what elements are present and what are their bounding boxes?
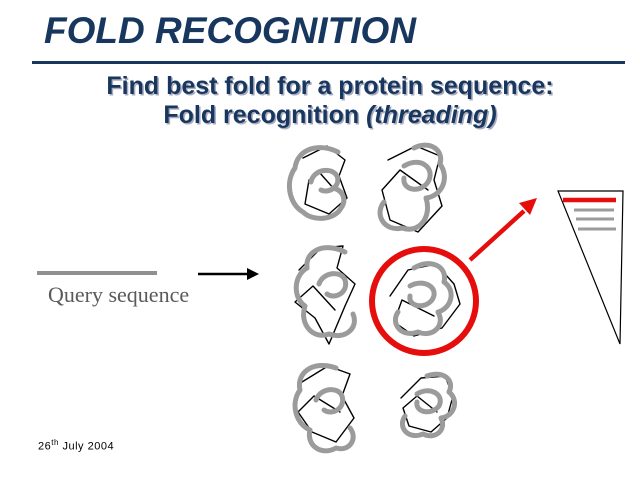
protein-fold-sketch-4 (292, 363, 356, 454)
selection-arrow-icon (468, 198, 537, 262)
date-ordinal: th (51, 438, 59, 447)
date-day: 26 (38, 440, 52, 453)
protein-fold-sketch-5 (399, 371, 458, 439)
selection-circle-icon (369, 246, 479, 356)
date-rest: July 2004 (58, 440, 115, 453)
protein-fold-sketch-3 (293, 245, 357, 345)
protein-fold-sketch-selected (389, 261, 461, 337)
title-underline (32, 61, 625, 64)
protein-fold-sketch-2 (377, 142, 447, 233)
page-title: FOLD RECOGNITION (44, 10, 417, 51)
protein-fold-sketch-1 (286, 145, 348, 221)
subtitle-line2: Fold recognition (threading) (163, 101, 497, 129)
flow-arrow-icon (198, 268, 259, 280)
alignment-funnel-icon (557, 190, 624, 345)
subtitle-line1: Find best fold for a protein sequence: (106, 72, 554, 100)
slide-date: 26th July 2004 (38, 438, 114, 453)
subtitle: Find best fold for a protein sequence: F… (40, 72, 620, 130)
query-sequence-line (37, 271, 157, 275)
query-sequence-label: Query sequence (48, 282, 190, 307)
